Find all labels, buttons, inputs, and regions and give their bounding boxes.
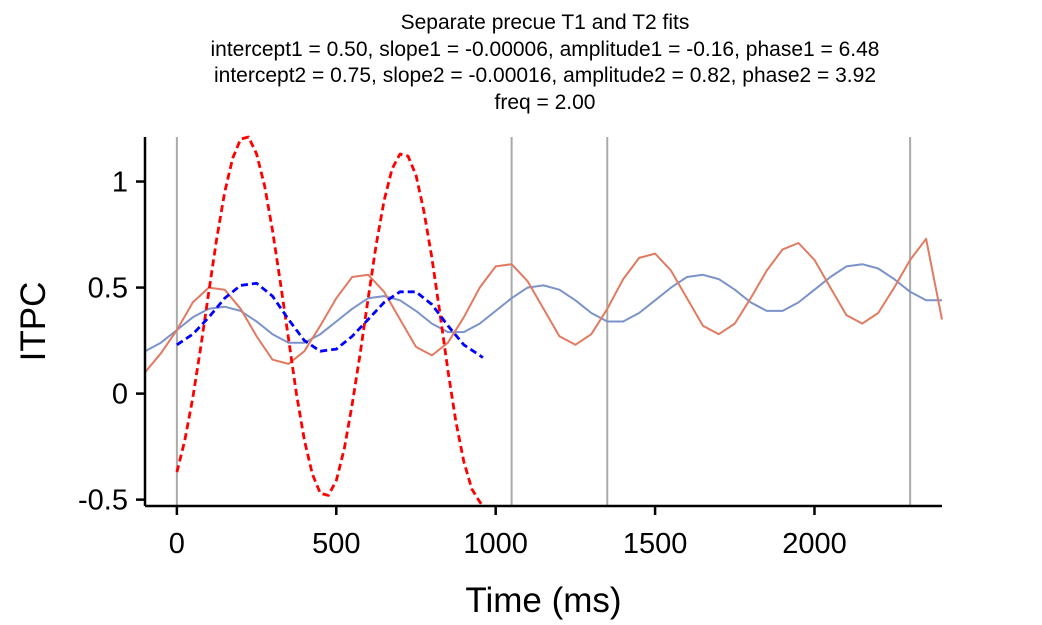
series-line-1	[144, 237, 943, 374]
axes	[143, 137, 942, 508]
x-ticks: 0 500 1000 1500 2000	[169, 506, 847, 560]
x-tick-label-1: 500	[312, 528, 360, 560]
vertical-marker-lines	[175, 137, 912, 506]
series-line-3	[176, 281, 484, 359]
x-tick-label-2: 1000	[463, 528, 528, 560]
x-tick-label-3: 1500	[623, 528, 688, 560]
y-tick-label-1: 0	[112, 379, 128, 411]
y-tick-label-3: 1	[112, 167, 128, 199]
series-lines	[144, 135, 943, 507]
x-tick-label-4: 2000	[782, 528, 847, 560]
y-tick-label-2: 0.5	[88, 273, 128, 305]
y-ticks: -0.5 0 0.5 1	[78, 167, 145, 517]
x-tick-label-0: 0	[169, 528, 185, 560]
chart-title-block: Separate precue T1 and T2 fits intercept…	[0, 10, 1042, 116]
chart-title: Separate precue T1 and T2 fits	[400, 11, 690, 34]
chart-subtitle-line-3: freq = 2.00	[494, 90, 596, 114]
chart-subtitle-line-2: intercept2 = 0.75, slope2 = -0.00016, am…	[214, 64, 876, 87]
x-axis-label: Time (ms)	[465, 581, 621, 620]
y-tick-label-0: -0.5	[78, 485, 128, 517]
series-line-2	[175, 135, 485, 507]
series-line-0	[144, 263, 942, 353]
chart-subtitle-line-1: intercept1 = 0.50, slope1 = -0.00006, am…	[210, 37, 880, 61]
y-axis-label: ITPC	[14, 282, 53, 362]
